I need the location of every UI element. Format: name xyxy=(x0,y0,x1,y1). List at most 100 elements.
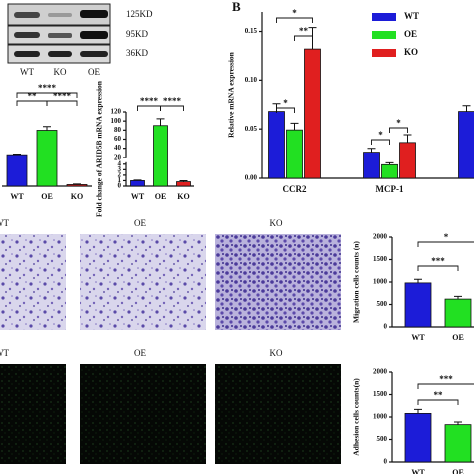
migration-image xyxy=(80,234,206,330)
significance-bracket xyxy=(160,105,184,111)
significance-bracket xyxy=(137,105,161,111)
significance-label: * xyxy=(444,232,449,242)
y-tick-label: 1500 xyxy=(373,390,388,398)
marker-label: 125KD xyxy=(126,9,153,19)
error-bar xyxy=(454,295,462,300)
significance-bracket xyxy=(389,127,408,133)
significance-label: *** xyxy=(431,256,445,266)
significance-label: ** xyxy=(28,91,38,101)
bar xyxy=(153,125,168,187)
y-tick-label: 120 xyxy=(111,108,122,116)
bar xyxy=(404,282,432,328)
error-bar xyxy=(385,161,394,165)
y-tick-label: 0.10 xyxy=(245,76,258,84)
y-tick-label: 500 xyxy=(377,300,388,308)
adhesion-image xyxy=(80,364,206,464)
y-tick-label: 0 xyxy=(384,458,388,466)
error-bar xyxy=(179,179,188,182)
x-tick-label: WT xyxy=(10,192,24,201)
bar xyxy=(399,142,416,179)
significance-label: *** xyxy=(439,374,453,384)
error-bar xyxy=(13,154,21,156)
y-tick-label: 2000 xyxy=(373,368,388,376)
image-label: WT xyxy=(0,348,9,358)
bar xyxy=(36,130,58,187)
error-bar xyxy=(414,278,422,283)
error-bar xyxy=(290,122,299,131)
bar xyxy=(444,424,472,463)
marker-label: 95KD xyxy=(126,29,148,39)
migration-image xyxy=(215,234,341,330)
legend-label: OE xyxy=(404,29,417,39)
y-axis-label: Migration cells counts (n) xyxy=(352,241,361,323)
western-blot: 125KD 95KD 36KD WT KO OE xyxy=(7,3,153,77)
significance-label: * xyxy=(292,8,297,18)
significance-label: ** xyxy=(299,26,309,36)
significance-bracket xyxy=(417,399,459,405)
legend-label: KO xyxy=(404,47,418,57)
error-bar xyxy=(367,148,376,153)
band xyxy=(48,13,72,17)
y-tick-label: 1000 xyxy=(373,413,388,421)
y-axis-label: Adhesion cells counts(n) xyxy=(352,378,361,456)
bar xyxy=(130,180,145,187)
significance-label: **** xyxy=(163,96,182,106)
significance-bracket xyxy=(16,100,48,106)
bar xyxy=(381,163,398,179)
x-tick-label: WT xyxy=(131,192,145,201)
significance-label: **** xyxy=(53,91,72,101)
y-tick-label: 0.15 xyxy=(245,27,258,35)
significance-label: * xyxy=(283,98,288,108)
significance-label: **** xyxy=(38,83,57,93)
y-axis-label: Fold change of ARID5B mRNA expression xyxy=(95,80,104,217)
lane-label: WT xyxy=(20,67,34,77)
y-tick-label: 1 xyxy=(118,176,122,184)
image-label: WT xyxy=(0,218,9,228)
legend-swatch xyxy=(372,31,396,39)
bar xyxy=(176,181,191,187)
significance-bracket xyxy=(46,100,78,106)
band xyxy=(80,51,108,57)
band xyxy=(14,32,40,38)
bar xyxy=(286,129,303,179)
y-tick-label: 40 xyxy=(114,144,122,152)
significance-label: * xyxy=(378,130,383,140)
significance-label: ** xyxy=(434,390,444,400)
image-label: OE xyxy=(134,218,146,228)
image-label: KO xyxy=(270,218,283,228)
y-tick-label: 100 xyxy=(111,117,122,125)
lane-label: OE xyxy=(88,67,100,77)
panel-title: B xyxy=(232,0,241,14)
significance-bracket xyxy=(294,35,313,41)
legend-label: WT xyxy=(404,11,419,21)
x-tick-label: KO xyxy=(177,192,189,201)
band xyxy=(80,10,108,18)
image-label: OE xyxy=(134,348,146,358)
x-tick-label: KO xyxy=(71,192,83,201)
marker-label: 36KD xyxy=(126,48,148,58)
x-tick-label: CCR2 xyxy=(283,184,307,194)
y-tick-label: 500 xyxy=(377,435,388,443)
y-tick-label: 3 xyxy=(118,165,122,173)
band xyxy=(48,51,72,57)
y-tick-label: 1000 xyxy=(373,278,388,286)
legend-swatch xyxy=(372,49,396,57)
bar xyxy=(458,111,474,179)
migration-image xyxy=(0,234,66,330)
x-tick-label: OE xyxy=(155,192,167,201)
y-tick-label: 4 xyxy=(118,159,122,167)
y-tick-label: 0.05 xyxy=(245,125,258,133)
significance-bracket xyxy=(417,265,459,271)
band xyxy=(48,33,72,38)
significance-bracket xyxy=(417,241,474,247)
error-bar xyxy=(414,408,422,414)
y-tick-label: 0 xyxy=(384,323,388,331)
significance-bracket xyxy=(371,139,390,145)
error-bar xyxy=(454,421,462,425)
x-tick-label: OE xyxy=(452,333,464,342)
band xyxy=(14,12,40,18)
significance-bracket xyxy=(276,107,295,113)
y-tick-label: 2000 xyxy=(373,233,388,241)
y-tick-label: 1500 xyxy=(373,255,388,263)
error-bar xyxy=(133,179,142,181)
